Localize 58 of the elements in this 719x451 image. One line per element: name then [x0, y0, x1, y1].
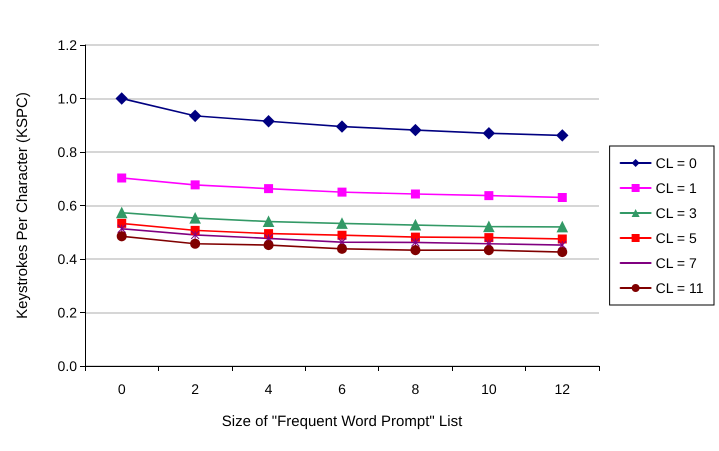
legend-label: CL = 7 [656, 255, 697, 271]
point [484, 191, 494, 200]
point [336, 120, 348, 133]
legend-label: CL = 1 [656, 180, 697, 196]
point [409, 124, 422, 136]
point [557, 247, 568, 258]
point [556, 129, 568, 142]
point [410, 238, 420, 247]
point [483, 221, 494, 232]
point [410, 220, 421, 231]
y-axis-title: Keystrokes Per Character (KSPC) [14, 92, 31, 319]
legend-label: CL = 0 [656, 155, 697, 171]
point [338, 238, 346, 247]
point [336, 218, 348, 229]
x-axis-title: Size of "Frequent Word Prompt" List [222, 413, 464, 430]
x-tick-label: 12 [554, 381, 570, 397]
y-tick-label: 1.2 [58, 37, 78, 53]
point [117, 224, 126, 234]
point [116, 92, 128, 104]
legend-label: CL = 11 [656, 280, 704, 296]
point [116, 207, 128, 218]
x-tick-label: 0 [118, 381, 126, 397]
point [264, 184, 274, 194]
y-tick-label: 0.0 [58, 358, 78, 374]
y-tick-label: 0.4 [58, 251, 78, 267]
x-tick-label: 4 [264, 381, 273, 397]
point [410, 189, 420, 198]
point [484, 239, 494, 248]
point [190, 180, 200, 190]
x-tick-label: 6 [338, 381, 346, 397]
point [190, 230, 200, 240]
point [484, 245, 494, 256]
x-tick-label: 10 [481, 381, 497, 397]
y-tick-label: 0.2 [58, 304, 78, 320]
point [482, 127, 495, 140]
point [338, 230, 346, 240]
y-tick-label: 1.0 [58, 90, 78, 106]
point [337, 244, 347, 254]
legend-label: CL = 5 [656, 230, 697, 246]
point [264, 240, 274, 250]
point [558, 192, 567, 202]
x-tick-label: 2 [191, 381, 200, 397]
point [190, 212, 201, 224]
point [189, 110, 202, 122]
point [263, 216, 274, 228]
y-tick-label: 0.6 [58, 198, 78, 214]
legend-label: CL = 3 [656, 205, 697, 221]
point [262, 115, 275, 128]
point [116, 231, 127, 242]
point [556, 221, 568, 232]
point [558, 240, 567, 250]
point [264, 234, 274, 243]
point [338, 188, 346, 197]
y-tick-label: 0.8 [58, 144, 78, 160]
x-tick-label: 8 [412, 381, 420, 397]
point [410, 245, 420, 256]
point [117, 173, 126, 182]
point [190, 238, 200, 249]
